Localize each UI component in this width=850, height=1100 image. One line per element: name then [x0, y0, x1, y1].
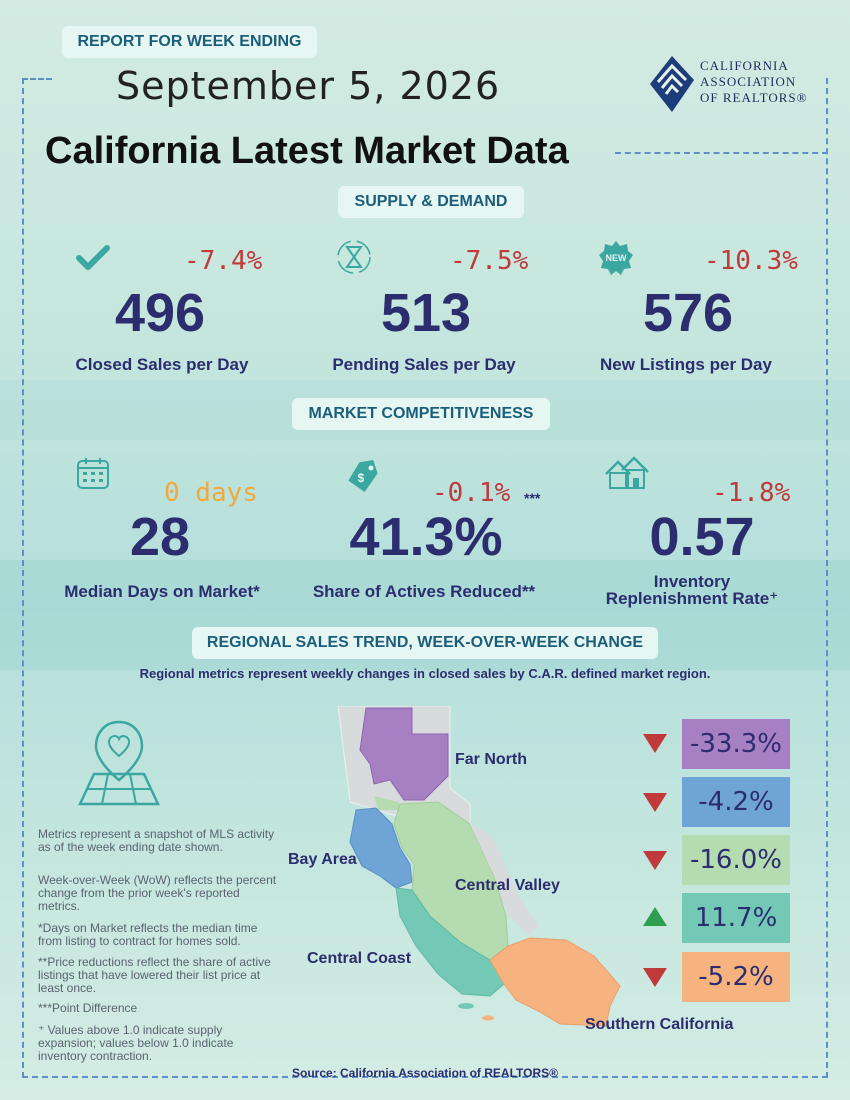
- days-on-market-value: 28: [129, 507, 191, 567]
- region-label-far-north: Far North: [455, 751, 527, 768]
- closed-sales-label: Closed Sales per Day: [75, 355, 249, 374]
- dashed-frame-top-left: [22, 78, 52, 80]
- calendar-icon: [76, 456, 110, 495]
- logo-line: OF REALTORS®: [700, 90, 808, 105]
- closed-sales-value: 496: [114, 283, 206, 343]
- note-days-on-market: *Days on Market reflects the median time…: [38, 921, 258, 948]
- price-tag-icon: $: [344, 458, 382, 501]
- days-on-market-label: Median Days on Market*: [64, 582, 260, 601]
- dashed-frame: [22, 78, 828, 1078]
- note-wow: Week-over-Week (WoW) reflects the percen…: [38, 873, 277, 913]
- new-listings-change: -10.3%: [704, 246, 798, 276]
- hourglass-icon: [335, 238, 373, 281]
- dashed-frame-top-right: [615, 152, 828, 154]
- share-reduced-value: 41.3%: [349, 507, 503, 567]
- new-badge-text: NEW: [606, 253, 628, 263]
- replenishment-label: Inventory Replenishment Rate⁺: [562, 573, 822, 607]
- pending-sales-value: 513: [380, 283, 472, 343]
- share-reduced-change: -0.1%: [432, 478, 511, 508]
- down-triangle-icon: [642, 966, 668, 993]
- point-difference-marker: ***: [524, 490, 541, 506]
- car-logo-text: CALIFORNIA ASSOCIATION OF REALTORS®: [700, 58, 808, 106]
- car-logo-icon: [648, 54, 696, 119]
- logo-line: ASSOCIATION: [700, 74, 797, 89]
- down-triangle-icon: [642, 791, 668, 818]
- checkmark-icon: [76, 244, 110, 277]
- logo-line: CALIFORNIA: [700, 58, 789, 73]
- report-date: September 5, 2026: [116, 64, 501, 108]
- region-label-central-valley: Central Valley: [455, 877, 560, 894]
- page-title: California Latest Market Data: [45, 130, 569, 172]
- note-price-reductions: **Price reductions reflect the share of …: [38, 955, 271, 995]
- southern-california-change-box: -5.2%: [682, 952, 790, 1002]
- note-snapshot: Metrics represent a snapshot of MLS acti…: [38, 827, 275, 854]
- region-label-bay-area: Bay Area: [288, 851, 357, 868]
- new-badge-icon: NEW: [598, 240, 634, 281]
- pending-sales-change: -7.5%: [450, 246, 529, 276]
- far-north-change-box: -33.3%: [682, 719, 790, 769]
- competitiveness-heading: MARKET COMPETITIVENESS: [292, 398, 550, 430]
- pending-sales-label: Pending Sales per Day: [332, 355, 516, 374]
- central-valley-change-box: -16.0%: [682, 835, 790, 885]
- share-reduced-label: Share of Actives Reduced**: [312, 582, 536, 601]
- up-triangle-icon: [642, 906, 668, 933]
- down-triangle-icon: [642, 732, 668, 759]
- bay-area-change-box: -4.2%: [682, 777, 790, 827]
- bay-area-region: [349, 807, 413, 889]
- houses-icon: [604, 456, 650, 495]
- regional-heading: REGIONAL SALES TREND, WEEK-OVER-WEEK CHA…: [192, 627, 658, 659]
- note-point-difference: ***Point Difference: [38, 1001, 138, 1015]
- note-replenishment: ⁺ Values above 1.0 indicate supply expan…: [38, 1023, 234, 1063]
- region-label-central-coast: Central Coast: [307, 950, 412, 967]
- california-region-map: [330, 705, 630, 1041]
- new-listings-value: 576: [642, 283, 734, 343]
- regional-subtitle: Regional metrics represent weekly change…: [139, 666, 711, 681]
- days-on-market-change: 0 days: [164, 478, 258, 508]
- supply-demand-heading: SUPPLY & DEMAND: [338, 186, 524, 218]
- new-listings-label: New Listings per Day: [600, 355, 772, 374]
- svg-text:$: $: [358, 471, 365, 485]
- central-coast-change-box: 11.7%: [682, 893, 790, 943]
- replenishment-change: -1.8%: [712, 478, 791, 508]
- map-pin-icon: [76, 718, 162, 813]
- southern-california-region: [489, 937, 621, 1027]
- report-label: REPORT FOR WEEK ENDING: [62, 26, 317, 58]
- source-credit: Source: California Association of REALTO…: [292, 1066, 558, 1080]
- replenishment-value: 0.57: [649, 507, 755, 567]
- closed-sales-change: -7.4%: [184, 246, 263, 276]
- far-north-region: [359, 707, 449, 801]
- replenishment-label-line: Inventory: [653, 572, 731, 591]
- down-triangle-icon: [642, 849, 668, 876]
- replenishment-label-line: Replenishment Rate⁺: [605, 589, 779, 608]
- central-coast-region: [395, 887, 505, 997]
- region-label-southern-california: Southern California: [585, 1016, 734, 1033]
